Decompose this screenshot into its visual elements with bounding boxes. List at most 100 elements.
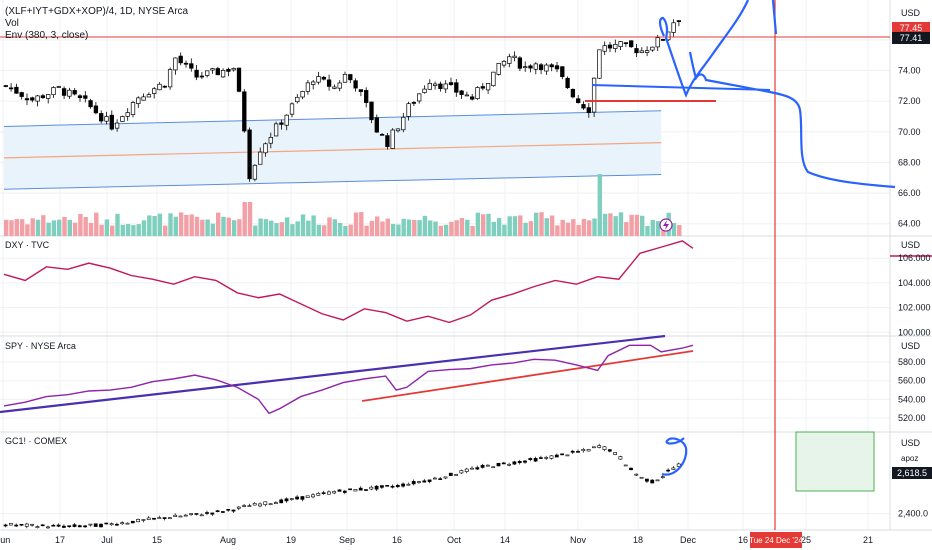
candle-body [634,48,639,54]
gold-candles [3,443,681,529]
candle-body [77,95,83,99]
gc-candle-body [279,499,284,504]
volume-bar [99,224,104,236]
volume-bar [608,213,613,236]
candle-body [676,20,682,22]
price-tick-label: 540.00 [898,394,926,404]
candle-body [639,50,644,53]
volume-bar [88,222,94,236]
gc-candle-body [454,474,459,476]
time-tick-label: 17 [55,535,65,545]
gc-candle-body [406,483,411,486]
gc-candle-body [554,454,559,458]
volume-bar [152,215,157,236]
gc-candle-body [422,480,427,483]
volume-bar [35,219,41,236]
lightning-icon[interactable] [659,218,673,232]
candle-body [236,67,242,92]
candle-body [199,75,205,78]
candle-body [109,114,114,130]
volume-bar [502,224,507,236]
candle-body [348,74,353,81]
price-axis-spy[interactable]: 580.00 560.00 540.00 520.00 [898,357,926,423]
time-tick-label: 15 [152,535,162,545]
gc-candle-body [379,485,384,488]
gc-candle-body [120,522,125,525]
candle-body [30,97,35,101]
gc-candle-body [660,476,665,478]
price-axis-dxy[interactable]: 106.000 104.000 102.000 100.000 [898,253,931,337]
candle-body [570,88,576,98]
gc-candle-body [411,481,416,485]
volume-bar [671,222,677,236]
gc-candle-body [602,446,607,450]
time-tick-label: 14 [500,535,510,545]
volume-bar [364,225,369,236]
gc-candle-body [56,524,61,527]
gc-candle-body [623,464,628,467]
main-unit-label: USD [901,8,921,18]
candle-body [406,103,411,117]
gc-candle-body [591,446,596,449]
gc-candle-body [231,509,236,512]
price-axis-gc[interactable]: 2,400.0 [898,509,928,519]
volume-bar [226,217,231,236]
gold-freehand-mark[interactable] [661,437,688,476]
volume-bar [523,222,528,236]
spy-trendline-upper[interactable] [0,334,666,414]
volume-bar [258,218,263,236]
candle-body [295,96,300,103]
gc-candle-body [289,498,294,500]
volume-bar [486,213,491,236]
user-drawings-main[interactable] [585,0,896,189]
candle-body [597,49,602,79]
gc-candle-body [671,467,676,470]
candle-body [496,63,501,75]
gc-candle-body [194,513,199,515]
candle-body [252,164,258,180]
volume-bar [528,221,534,236]
candle-body [374,117,379,133]
volume-bar [4,219,9,236]
gc-candle-body [560,453,565,456]
volume-bar [110,225,115,236]
gc-candle-body [215,510,220,512]
time-tick-label: Aug [220,535,236,545]
volume-bar [560,219,565,236]
volume-bar [231,220,237,236]
gc-candle-body [369,486,374,490]
volume-bar [25,224,30,236]
gc-candle-body [607,449,612,452]
price-tick-label: 2,400.0 [898,509,928,519]
candle-body [141,96,146,101]
candle-body [480,86,485,89]
volume-bar [549,215,555,236]
gc-candle-body [385,485,390,487]
volume-bar [369,220,375,236]
price-tick-label: 104.000 [898,278,931,288]
gc-candle-body [273,502,278,505]
gc-candle-body [305,495,310,498]
gold-target-box[interactable] [795,431,875,492]
volume-bar [194,216,200,236]
gc-candle-body [93,523,98,527]
gc-candle-body [46,526,50,529]
time-axis[interactable]: Jun 17 Jul 15 Aug 19 Sep 16 Oct 14 Nov 18 Dec 16 25 21 [0,535,873,545]
candle-body [173,57,178,71]
volume-bar [247,202,253,236]
volume-bar [210,223,216,236]
volume-bar [184,214,189,236]
candle-body [501,60,507,66]
gc-candle-body [115,523,119,526]
candle-body [210,68,215,71]
volume-bar [428,220,433,236]
candle-body [538,64,544,71]
candle-body [136,97,141,105]
candle-body [417,93,422,102]
volume-bar [343,225,348,236]
time-tick-label: 18 [633,535,643,545]
candle-body [369,101,374,121]
spy-trendline-lower[interactable] [361,350,694,402]
